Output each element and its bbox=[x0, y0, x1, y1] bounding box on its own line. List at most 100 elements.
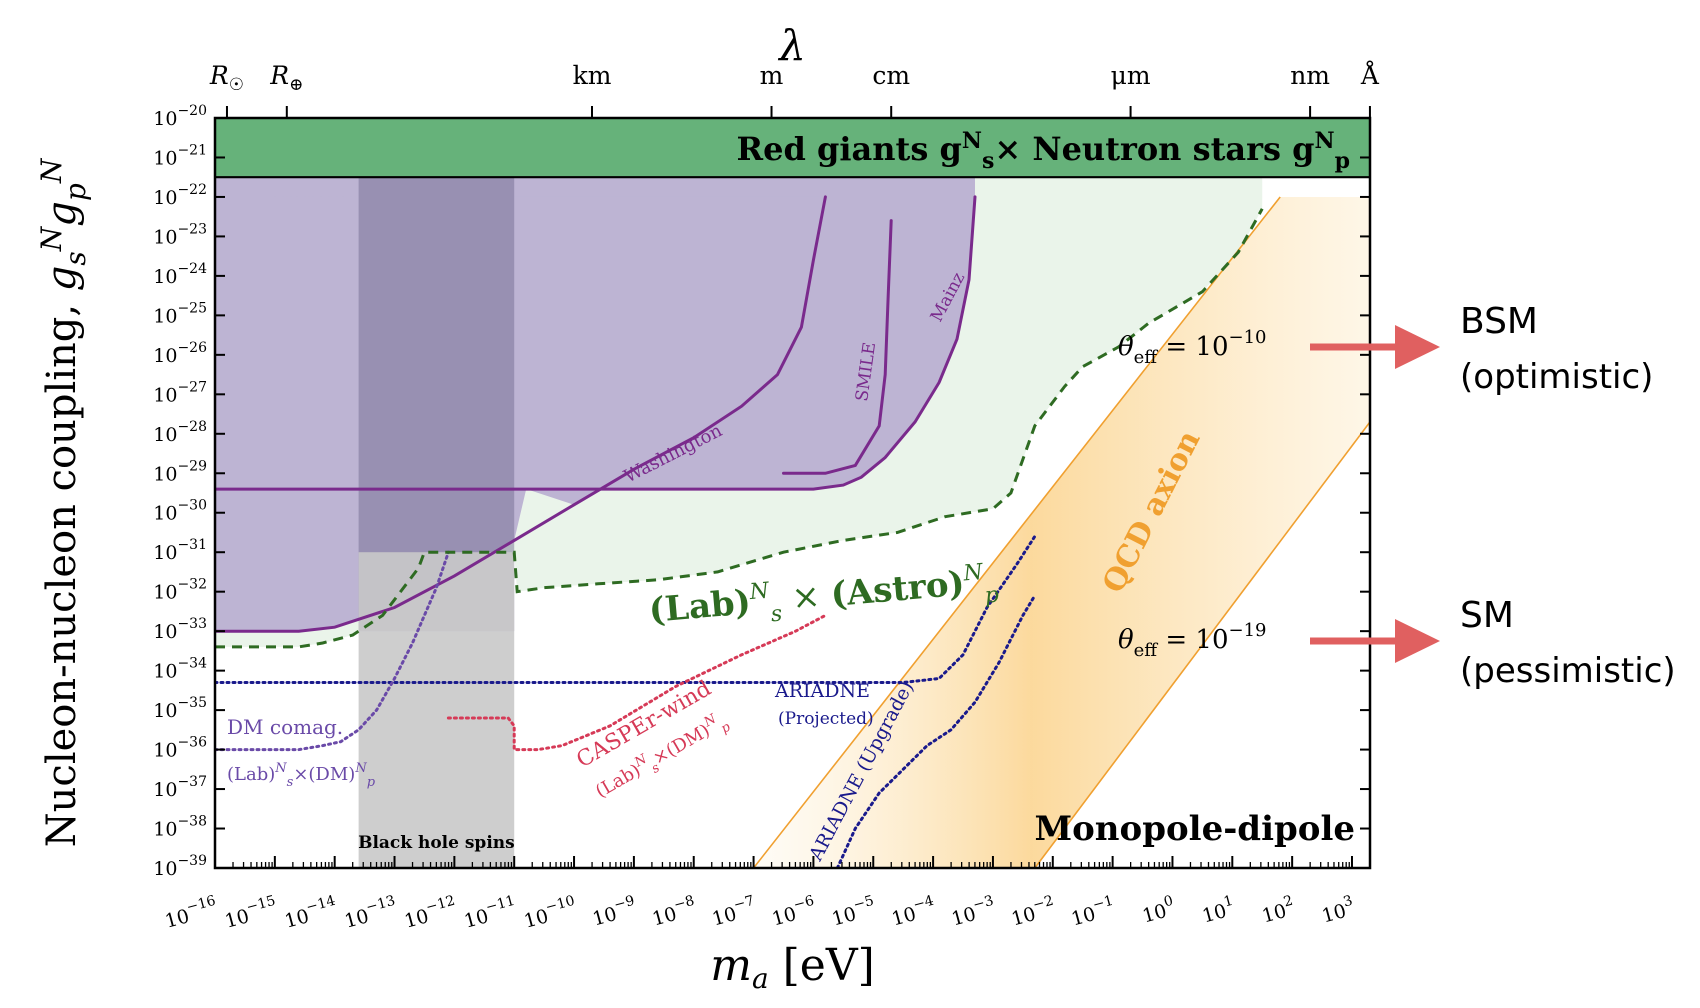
x-tick-label: 100 bbox=[1139, 893, 1178, 928]
black-hole-label: Black hole spins bbox=[358, 833, 515, 853]
series-line-4 bbox=[835, 594, 1037, 868]
x-tick-label-group: 10−14 bbox=[281, 893, 340, 933]
x-axis-label: ma [eV] bbox=[710, 940, 875, 995]
x-tick-label: 101 bbox=[1199, 893, 1238, 928]
x-tick-label-group: 10−6 bbox=[768, 893, 818, 931]
series-line-3 bbox=[215, 534, 1037, 684]
black-hole-band-lower bbox=[358, 631, 515, 868]
theta-upper-label: θeff = 10−10 bbox=[1118, 327, 1267, 368]
y-tick-label: 10−28 bbox=[153, 419, 207, 446]
top-tick-label: R⊕ bbox=[269, 61, 303, 95]
x-tick-label: 10−1 bbox=[1068, 893, 1118, 931]
x-tick-label-group: 101 bbox=[1199, 893, 1238, 928]
top-tick-label: R☉ bbox=[209, 61, 244, 95]
y-tick-label: 10−34 bbox=[153, 656, 207, 683]
theta-lower-label: θeff = 10−19 bbox=[1118, 620, 1267, 661]
x-tick-label-group: 10−10 bbox=[520, 893, 579, 933]
ariadne-projected-sub: (Projected) bbox=[778, 709, 874, 729]
top-tick-label: Å bbox=[1360, 60, 1380, 90]
x-tick-label: 10−2 bbox=[1008, 893, 1058, 931]
y-tick-label: 10−25 bbox=[153, 300, 207, 327]
x-tick-label: 10−10 bbox=[520, 893, 579, 933]
y-tick-label: 10−32 bbox=[153, 577, 207, 604]
x-tick-label: 10−4 bbox=[888, 893, 938, 931]
lab-astro-boundary bbox=[215, 208, 1264, 649]
y-tick-label: 10−30 bbox=[153, 498, 207, 525]
y-axis-label-group: Nucleon-nucleon coupling, gsNgpN bbox=[35, 157, 92, 847]
black-hole-band-mid bbox=[358, 552, 515, 632]
dm-comag-label: DM comag. bbox=[227, 715, 343, 739]
series-line-0 bbox=[215, 195, 827, 633]
x-tick-label: 10−7 bbox=[709, 893, 759, 931]
x-tick-label-group: 102 bbox=[1260, 893, 1295, 928]
red-giants-label: Red giants gNs× Neutron stars gNp bbox=[737, 128, 1350, 174]
x-tick-label-group: 10−7 bbox=[709, 893, 759, 931]
y-axis-label: Nucleon-nucleon coupling, gsNgpN bbox=[35, 157, 92, 847]
y-tick-label: 10−38 bbox=[153, 814, 207, 841]
plot-frame bbox=[213, 116, 1372, 870]
y-tick-label: 10−35 bbox=[153, 695, 207, 722]
x-tick-label: 10−12 bbox=[401, 893, 460, 933]
y-tick-label: 10−20 bbox=[153, 103, 207, 130]
series-line-5 bbox=[446, 613, 827, 752]
x-tick-label: 10−14 bbox=[281, 893, 340, 933]
x-tick-label-group: 10−9 bbox=[590, 893, 636, 931]
black-hole-band-upper bbox=[358, 118, 515, 632]
y-tick-label: 10−29 bbox=[153, 458, 207, 485]
bsm-arrow-head bbox=[1395, 325, 1440, 369]
y-tick-label: 10−27 bbox=[153, 379, 207, 406]
x-tick-label: 10−16 bbox=[161, 893, 220, 933]
y-tick-label: 10−24 bbox=[153, 261, 207, 288]
y-tick-label: 10−39 bbox=[153, 853, 207, 880]
x-tick-label-group: 100 bbox=[1139, 893, 1178, 928]
sm-sub-label: (pessimistic) bbox=[1460, 651, 1676, 691]
top-tick-label: μm bbox=[1111, 61, 1151, 90]
x-tick-label-group: 10−4 bbox=[888, 893, 938, 931]
x-tick-label-group: 10−5 bbox=[828, 893, 878, 931]
x-tick-label: 10−3 bbox=[948, 893, 998, 931]
x-tick-label-group: 10−15 bbox=[221, 893, 280, 933]
y-tick-label: 10−33 bbox=[153, 616, 207, 643]
bsm-label: BSM bbox=[1460, 301, 1538, 342]
top-tick-label: km bbox=[573, 61, 612, 90]
x-tick-label: 103 bbox=[1318, 893, 1357, 928]
monopole-dipole-label: Monopole-dipole bbox=[1034, 809, 1355, 849]
top-tick-label: m bbox=[760, 61, 784, 90]
x-tick-label: 10−13 bbox=[341, 893, 400, 933]
x-tick-label: 10−15 bbox=[221, 893, 280, 933]
x-tick-label-group: 10−3 bbox=[948, 893, 998, 931]
x-tick-label: 10−8 bbox=[649, 893, 699, 931]
y-tick-label: 10−26 bbox=[153, 340, 207, 367]
bsm-sub-label: (optimistic) bbox=[1460, 357, 1653, 397]
y-tick-label: 10−36 bbox=[153, 735, 207, 762]
y-tick-label: 10−23 bbox=[153, 221, 207, 248]
series-line-1 bbox=[782, 219, 893, 475]
x-tick-label-group: 10−8 bbox=[649, 893, 699, 931]
x-tick-label: 10−5 bbox=[828, 893, 878, 931]
qcd-axion-band bbox=[753, 196, 1370, 868]
dm-comag-sub-label: (Lab)Ns×(DM)Np bbox=[227, 761, 376, 790]
top-tick-label: cm bbox=[872, 61, 910, 90]
y-tick-label: 10−37 bbox=[153, 774, 207, 801]
x-tick-label-group: 10−11 bbox=[462, 893, 517, 933]
series-line-2 bbox=[215, 195, 977, 491]
x-tick-label-group: 10−12 bbox=[401, 893, 460, 933]
x-tick-label-group: 10−2 bbox=[1008, 893, 1058, 931]
sm-arrow-head bbox=[1395, 619, 1440, 663]
x-tick-label-group: 10−16 bbox=[161, 893, 220, 933]
y-tick-label: 10−21 bbox=[153, 142, 207, 169]
ariadne-projected-label: ARIADNE bbox=[774, 680, 870, 702]
y-tick-label: 10−31 bbox=[153, 537, 207, 564]
qcd-lower-edge bbox=[1034, 421, 1370, 868]
y-tick-label: 10−22 bbox=[153, 182, 207, 209]
x-tick-label-group: 10−13 bbox=[341, 893, 400, 933]
x-tick-label: 10−6 bbox=[768, 893, 818, 931]
x-tick-label-group: 103 bbox=[1318, 893, 1357, 928]
washington-region bbox=[215, 196, 826, 505]
plot-area bbox=[215, 118, 1370, 868]
top-axis-label: λ bbox=[777, 21, 806, 70]
x-tick-label-group: 10−1 bbox=[1068, 893, 1118, 931]
qcd-upper-edge bbox=[752, 196, 1281, 868]
